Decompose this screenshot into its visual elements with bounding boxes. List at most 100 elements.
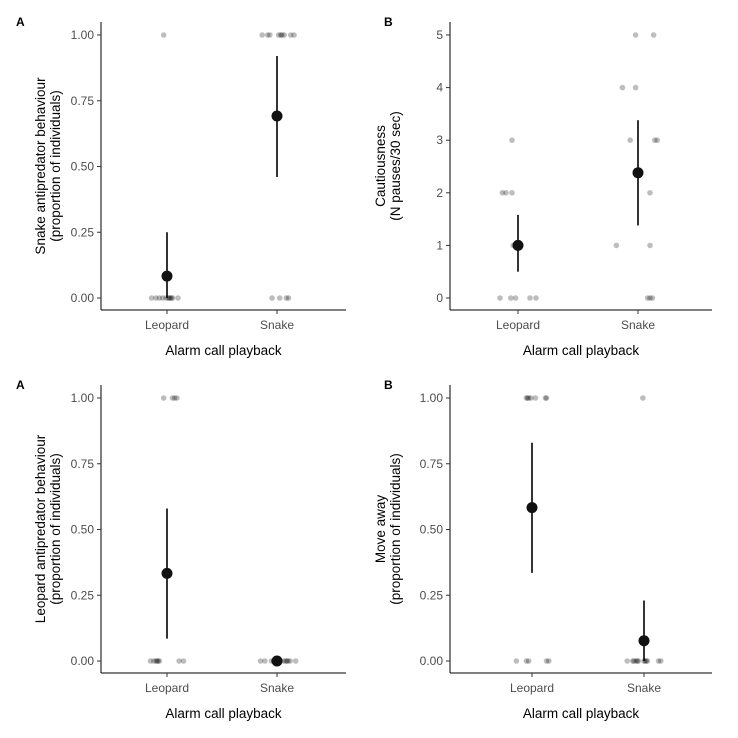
observation-point [287, 658, 294, 664]
observation-point [509, 190, 515, 196]
observation-point [159, 295, 166, 301]
y-axis-title: Leopard antipredator behaviour [33, 434, 48, 623]
y-axis-title: (proportion of individuals) [388, 453, 403, 605]
mean-point [512, 239, 524, 251]
observation-point [174, 395, 180, 401]
x-tick-label: Leopard [145, 318, 189, 332]
y-axis-title: Move away [373, 495, 388, 564]
observation-point [658, 658, 664, 664]
observation-point [283, 295, 290, 301]
observation-point [155, 658, 161, 664]
observation-point [257, 658, 264, 664]
observation-point [525, 395, 532, 401]
panel-4: B 0.00 0.25 0.50 0.75 1.00 Leopard Snake Alarm c… [373, 378, 712, 721]
y-tick-label: 0.00 [71, 654, 95, 668]
panel-letter: B [384, 15, 393, 29]
observation-point [509, 137, 515, 143]
observation-point [279, 32, 285, 38]
x-axis-title: Alarm call playback [165, 343, 282, 358]
y-tick-label: 0.50 [71, 160, 95, 174]
panel-3: A 0.00 0.25 0.50 0.75 1.00 Leopard Snake Alarm c… [16, 378, 346, 721]
mean-point [161, 567, 173, 579]
observation-point [497, 295, 503, 301]
observation-point [281, 32, 287, 38]
observation-point [171, 395, 178, 401]
observation-point [160, 395, 167, 401]
observation-point [176, 658, 182, 664]
observation-point [168, 295, 175, 301]
observation-point [647, 190, 653, 196]
observation-point [513, 658, 520, 664]
observation-point [276, 295, 283, 301]
x-tick-label: Snake [260, 318, 294, 332]
observation-point [644, 295, 651, 301]
mean-point [526, 502, 538, 514]
observation-point [650, 32, 657, 38]
y-tick-label: 1.00 [420, 391, 444, 405]
x-tick-label: Snake [260, 681, 294, 695]
y-axis-title: Snake antipredator behaviour [33, 77, 48, 255]
observation-point [532, 395, 539, 401]
observation-point [292, 658, 299, 664]
x-tick-label: Leopard [496, 318, 540, 332]
observation-point [153, 658, 159, 664]
observation-point [151, 658, 157, 664]
observation-point [169, 395, 176, 401]
y-tick-label: 0.50 [420, 523, 444, 537]
observation-point [635, 658, 642, 664]
observation-point [160, 32, 167, 38]
y-tick-label: 1 [436, 238, 443, 252]
observation-point [619, 84, 626, 91]
observation-point [655, 658, 662, 664]
y-axis-title: Cautiousness [373, 125, 388, 207]
y-tick-label: 2 [436, 186, 443, 200]
y-tick-label: 0.75 [71, 94, 95, 108]
observation-point [533, 295, 539, 301]
x-axis-title: Alarm call playback [523, 343, 640, 358]
observation-point [508, 295, 514, 301]
y-axis-title: (proportion of individuals) [48, 90, 63, 242]
mean-point [271, 655, 283, 667]
y-tick-label: 0.00 [420, 654, 444, 668]
observation-point [283, 658, 289, 664]
mean-point [271, 110, 283, 122]
observation-point [632, 32, 639, 38]
observation-point [649, 295, 656, 301]
panel-letter: A [16, 378, 25, 392]
observation-point [654, 137, 660, 143]
y-tick-label: 0.25 [71, 588, 95, 602]
observation-point [169, 295, 176, 301]
observation-point [275, 32, 282, 38]
y-tick-label: 1.00 [71, 391, 95, 405]
observation-point [640, 395, 646, 401]
x-tick-label: Leopard [145, 681, 189, 695]
observation-point [153, 295, 159, 301]
observation-point [542, 395, 549, 401]
observation-point [154, 658, 160, 664]
observation-point [647, 295, 653, 301]
x-tick-label: Snake [627, 681, 661, 695]
observation-point [259, 32, 265, 38]
observation-point [503, 190, 509, 196]
x-axis-title: Alarm call playback [523, 706, 640, 721]
observation-point [156, 658, 163, 664]
panel-letter: A [16, 15, 25, 29]
observation-point [262, 658, 268, 664]
y-axis-title: (proportion of individuals) [48, 453, 63, 605]
observation-point [524, 395, 531, 401]
panel-1: A 0.00 0.25 0.50 0.75 1.00 Leopard Snake Alarm c… [16, 15, 346, 358]
observation-point [632, 84, 639, 91]
mean-point [161, 270, 173, 282]
observation-point [167, 295, 174, 301]
observation-point [546, 658, 552, 664]
y-tick-label: 0.75 [71, 457, 95, 471]
observation-point [634, 658, 641, 664]
observation-point [644, 658, 651, 664]
observation-point [523, 658, 530, 664]
x-tick-label: Snake [621, 318, 655, 332]
observation-point [156, 295, 163, 301]
observation-point [613, 242, 620, 249]
observation-point [627, 137, 633, 143]
x-axis-title: Alarm call playback [165, 706, 282, 721]
